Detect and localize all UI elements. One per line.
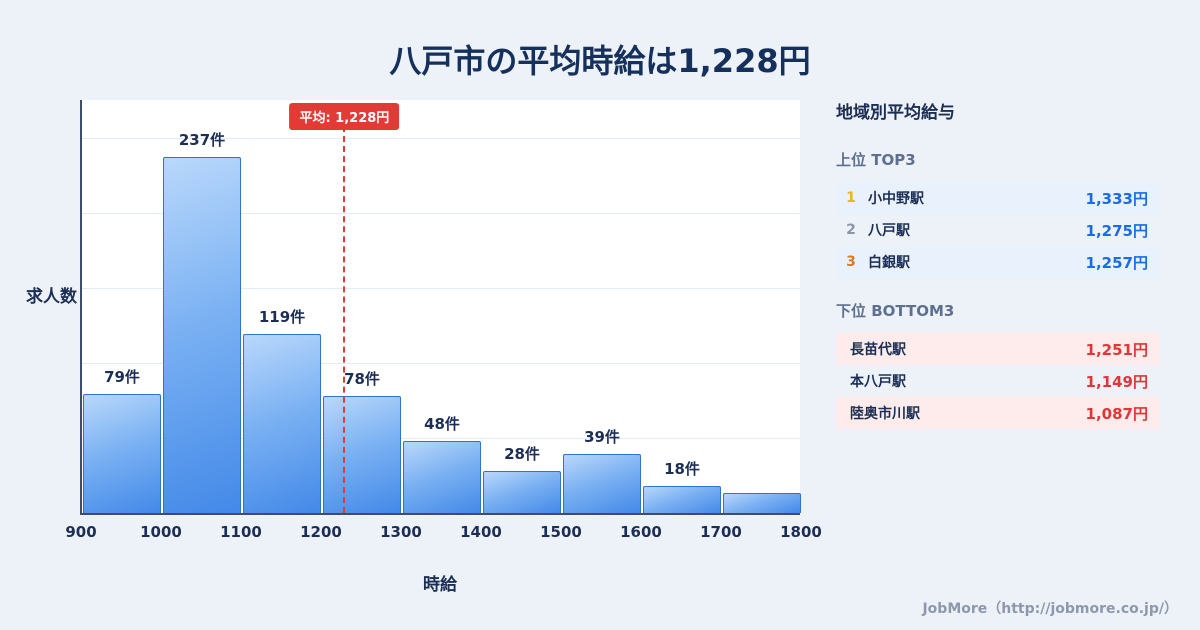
wage-value: 1,257円	[1085, 253, 1148, 272]
station-name: 本八戸駅	[850, 374, 906, 390]
wage-value: 1,251円	[1085, 340, 1148, 359]
bar-count-label: 119件	[258, 308, 306, 326]
x-axis-ticks: 900 1000 1100 1200 1300 1400 1500 1600 1700 1800	[65, 523, 822, 543]
histogram-bar	[643, 486, 721, 513]
histogram-bar	[83, 394, 161, 513]
histogram-plot: 79件 237件 119件 78件 48件 28件 39件 18件 平均: 1,228円	[80, 100, 801, 515]
histogram-bar	[563, 454, 641, 513]
table-row: 陸奥市川駅 1,087円	[836, 397, 1160, 429]
x-tick-label: 1200	[300, 523, 342, 541]
bar-count-label: 18件	[664, 460, 700, 478]
bars-container: 79件 237件 119件 78件 48件 28件 39件 18件	[82, 100, 801, 513]
bottom3-table: 長苗代駅 1,251円本八戸駅 1,149円陸奥市川駅 1,087円	[836, 333, 1160, 429]
histogram-bar	[323, 396, 401, 513]
y-axis-label: 求人数	[26, 287, 77, 307]
table-row: 本八戸駅 1,149円	[836, 365, 1160, 397]
bar-count-label: 78件	[344, 370, 380, 388]
histogram-bar	[483, 471, 561, 513]
footer-credit: JobMore（http://jobmore.co.jp/）	[922, 601, 1178, 617]
x-tick-label: 1100	[220, 523, 262, 541]
x-tick-label: 1300	[380, 523, 422, 541]
average-badge: 平均: 1,228円	[289, 103, 400, 130]
wage-value: 1,275円	[1085, 221, 1148, 240]
x-tick-label: 1700	[700, 523, 742, 541]
bottom3-heading: 下位 BOTTOM3	[836, 302, 955, 320]
x-tick-label: 1000	[140, 523, 182, 541]
top3-heading: 上位 TOP3	[836, 151, 916, 169]
histogram-bar	[163, 157, 241, 513]
rank-number: 3	[846, 254, 856, 270]
table-row: 1 小中野駅 1,333円	[836, 182, 1160, 214]
page-title: 八戸市の平均時給は1,228円	[389, 42, 811, 80]
histogram-bar	[243, 334, 321, 513]
sidebar-region-wages: 地域別平均給与 上位 TOP3 1 小中野駅 1,333円 2 八戸駅 1,275円 3 白銀…	[836, 98, 1160, 451]
station-name: 小中野駅	[868, 191, 924, 207]
sidebar-heading: 地域別平均給与	[836, 103, 955, 123]
histogram-bar	[723, 493, 801, 513]
x-tick-label: 900	[65, 523, 97, 541]
top3-table: 1 小中野駅 1,333円 2 八戸駅 1,275円 3 白銀駅 1,257円	[836, 182, 1160, 278]
station-name: 八戸駅	[868, 223, 910, 239]
x-axis-label: 時給	[423, 575, 457, 595]
wage-value: 1,149円	[1085, 372, 1148, 391]
rank-number: 1	[846, 190, 856, 206]
station-name: 陸奥市川駅	[850, 406, 920, 422]
wage-value: 1,087円	[1085, 404, 1148, 423]
station-name: 長苗代駅	[850, 342, 906, 358]
rank-number: 2	[846, 222, 856, 238]
x-tick-label: 1800	[780, 523, 822, 541]
average-line	[343, 126, 346, 513]
bar-count-label: 237件	[178, 131, 226, 149]
x-tick-label: 1500	[540, 523, 582, 541]
bar-count-label: 79件	[104, 368, 140, 386]
x-tick-label: 1400	[460, 523, 502, 541]
wage-value: 1,333円	[1085, 189, 1148, 208]
histogram-bar	[403, 441, 481, 513]
table-row: 長苗代駅 1,251円	[836, 333, 1160, 365]
station-name: 白銀駅	[868, 255, 910, 271]
x-tick-label: 1600	[620, 523, 662, 541]
table-row: 3 白銀駅 1,257円	[836, 246, 1160, 278]
bar-count-label: 28件	[504, 445, 540, 463]
table-row: 2 八戸駅 1,275円	[836, 214, 1160, 246]
bar-count-label: 39件	[584, 428, 620, 446]
bar-count-label: 48件	[424, 415, 460, 433]
